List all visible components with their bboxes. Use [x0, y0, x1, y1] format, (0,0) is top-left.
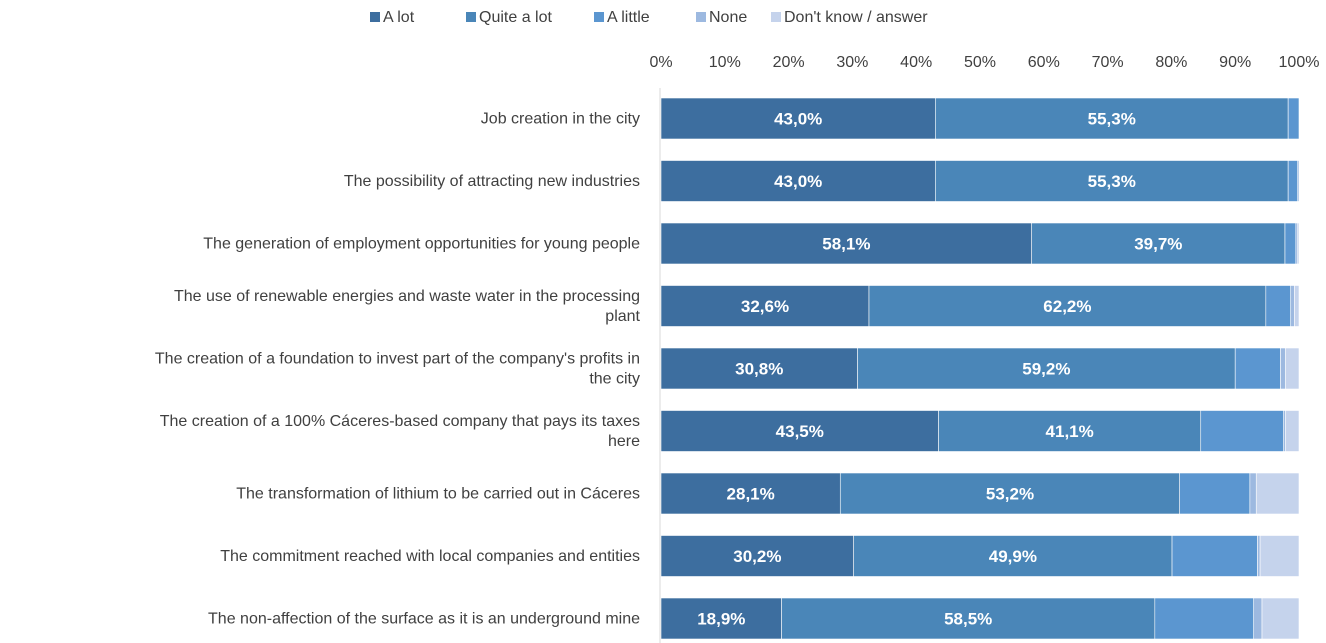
bar-segment: [1249, 472, 1257, 515]
x-tick-label: 40%: [900, 54, 932, 71]
x-tick-label: 50%: [964, 54, 996, 71]
bar-segment: [1179, 472, 1251, 515]
bar-segment: [868, 285, 1267, 327]
bar-segment: [1253, 597, 1263, 640]
legend-swatch: [696, 12, 706, 22]
data-label: 59,2%: [1022, 360, 1070, 379]
data-label: 53,2%: [986, 485, 1034, 504]
bar-segment: [857, 347, 1236, 390]
category-label: The creation of a foundation to invest p…: [155, 351, 640, 368]
bar-segment: [1265, 285, 1292, 327]
legend-label: Don't know / answer: [784, 9, 928, 26]
bar-segment: [839, 472, 1180, 515]
legend-label: Quite a lot: [479, 9, 552, 26]
bar-segment: [1297, 222, 1300, 265]
data-label: 58,5%: [944, 610, 992, 629]
bar-segment: [781, 597, 1156, 640]
bar-segment: [1294, 285, 1300, 327]
category-label: The non-affection of the surface as it i…: [208, 611, 640, 628]
bar-segment: [1287, 160, 1299, 202]
data-label: 43,0%: [774, 172, 822, 191]
x-tick-label: 60%: [1028, 54, 1060, 71]
x-tick-label: 0%: [649, 54, 672, 71]
category-label: The transformation of lithium to be carr…: [236, 486, 640, 503]
x-tick-label: 80%: [1155, 54, 1187, 71]
legend-swatch: [466, 12, 476, 22]
data-label: 49,9%: [989, 547, 1037, 566]
bar-segment: [660, 222, 1032, 265]
bar-segment: [1280, 347, 1286, 390]
legend-swatch: [771, 12, 781, 22]
x-tick-label: 70%: [1092, 54, 1124, 71]
bar-segment: [1171, 535, 1258, 577]
data-label: 32,6%: [741, 297, 789, 316]
category-labels: Job creation in the city The possibility …: [155, 111, 641, 628]
category-label: The commitment reached with local compan…: [220, 548, 640, 565]
legend-item: A little: [594, 9, 650, 26]
bar-segment: [1200, 410, 1284, 452]
category-label: Job creation in the city: [481, 111, 640, 128]
legend-item: Don't know / answer: [771, 9, 928, 26]
bar-segment: [1290, 285, 1295, 327]
x-tick-label: 100%: [1279, 54, 1320, 71]
bar-segment: [660, 535, 854, 577]
bar-segment: [660, 472, 841, 515]
bar-segment: [1259, 535, 1300, 577]
bar-segment: [935, 97, 1289, 140]
category-label: The use of renewable energies and waste …: [174, 288, 640, 305]
bar-segment: [1031, 222, 1286, 265]
bar-segment: [1261, 597, 1300, 640]
bar-segment: [1285, 410, 1300, 452]
legend-swatch: [594, 12, 604, 22]
category-label: plant: [605, 308, 640, 325]
bar-segment: [660, 347, 858, 390]
x-axis: 0% 10% 20% 30% 40% 50% 60% 70% 80% 90% 100%: [649, 54, 1319, 643]
data-label: 30,8%: [735, 360, 783, 379]
x-tick-label: 90%: [1219, 54, 1251, 71]
bar-segment: [1285, 347, 1300, 390]
category-label: The generation of employment opportuniti…: [203, 236, 640, 253]
bar-segment: [853, 535, 1173, 577]
category-label: the city: [589, 371, 640, 388]
data-label: 55,3%: [1088, 172, 1136, 191]
bar-segment: [935, 160, 1289, 202]
legend-swatch: [370, 12, 380, 22]
bar-segment: [1284, 222, 1297, 265]
data-label: 39,7%: [1134, 235, 1182, 254]
bar-segment: [660, 597, 782, 640]
data-label: 18,9%: [697, 610, 745, 629]
category-label: here: [608, 433, 640, 450]
x-tick-label: 30%: [836, 54, 868, 71]
x-tick-label: 10%: [709, 54, 741, 71]
data-label: 55,3%: [1088, 110, 1136, 129]
legend-label: A little: [607, 9, 650, 26]
bar-segment: [1297, 160, 1300, 202]
data-label: 30,2%: [733, 547, 781, 566]
data-label: 43,0%: [774, 110, 822, 129]
data-label: 62,2%: [1043, 297, 1091, 316]
category-label: The possibility of attracting new indust…: [344, 173, 640, 190]
data-label: 41,1%: [1046, 422, 1094, 441]
legend-item: A lot: [370, 9, 415, 26]
x-tick-label: 20%: [773, 54, 805, 71]
bar-segment: [938, 410, 1202, 452]
data-label: 58,1%: [822, 235, 870, 254]
bar-segment: [1257, 535, 1261, 577]
data-label: 43,5%: [776, 422, 824, 441]
bar-segment: [1287, 97, 1300, 140]
data-label: 28,1%: [727, 485, 775, 504]
bar-segment: [1234, 347, 1281, 390]
category-label: The creation of a 100% Cáceres-based com…: [160, 413, 640, 430]
bar-segment: [660, 160, 936, 202]
legend-item: Quite a lot: [466, 9, 552, 26]
bar-segment: [1255, 472, 1300, 515]
bar-segment: [660, 410, 939, 452]
legend-item: None: [696, 9, 747, 26]
legend-label: A lot: [383, 9, 415, 26]
bar-segment: [1154, 597, 1255, 640]
legend: A lot Quite a lot A little None Don't know /…: [370, 9, 928, 26]
legend-label: None: [709, 9, 747, 26]
bars: 43,0% 55,3% 43,0% 55,3% 58,1% 39,7% 32,6% 62,2%…: [660, 97, 1300, 640]
